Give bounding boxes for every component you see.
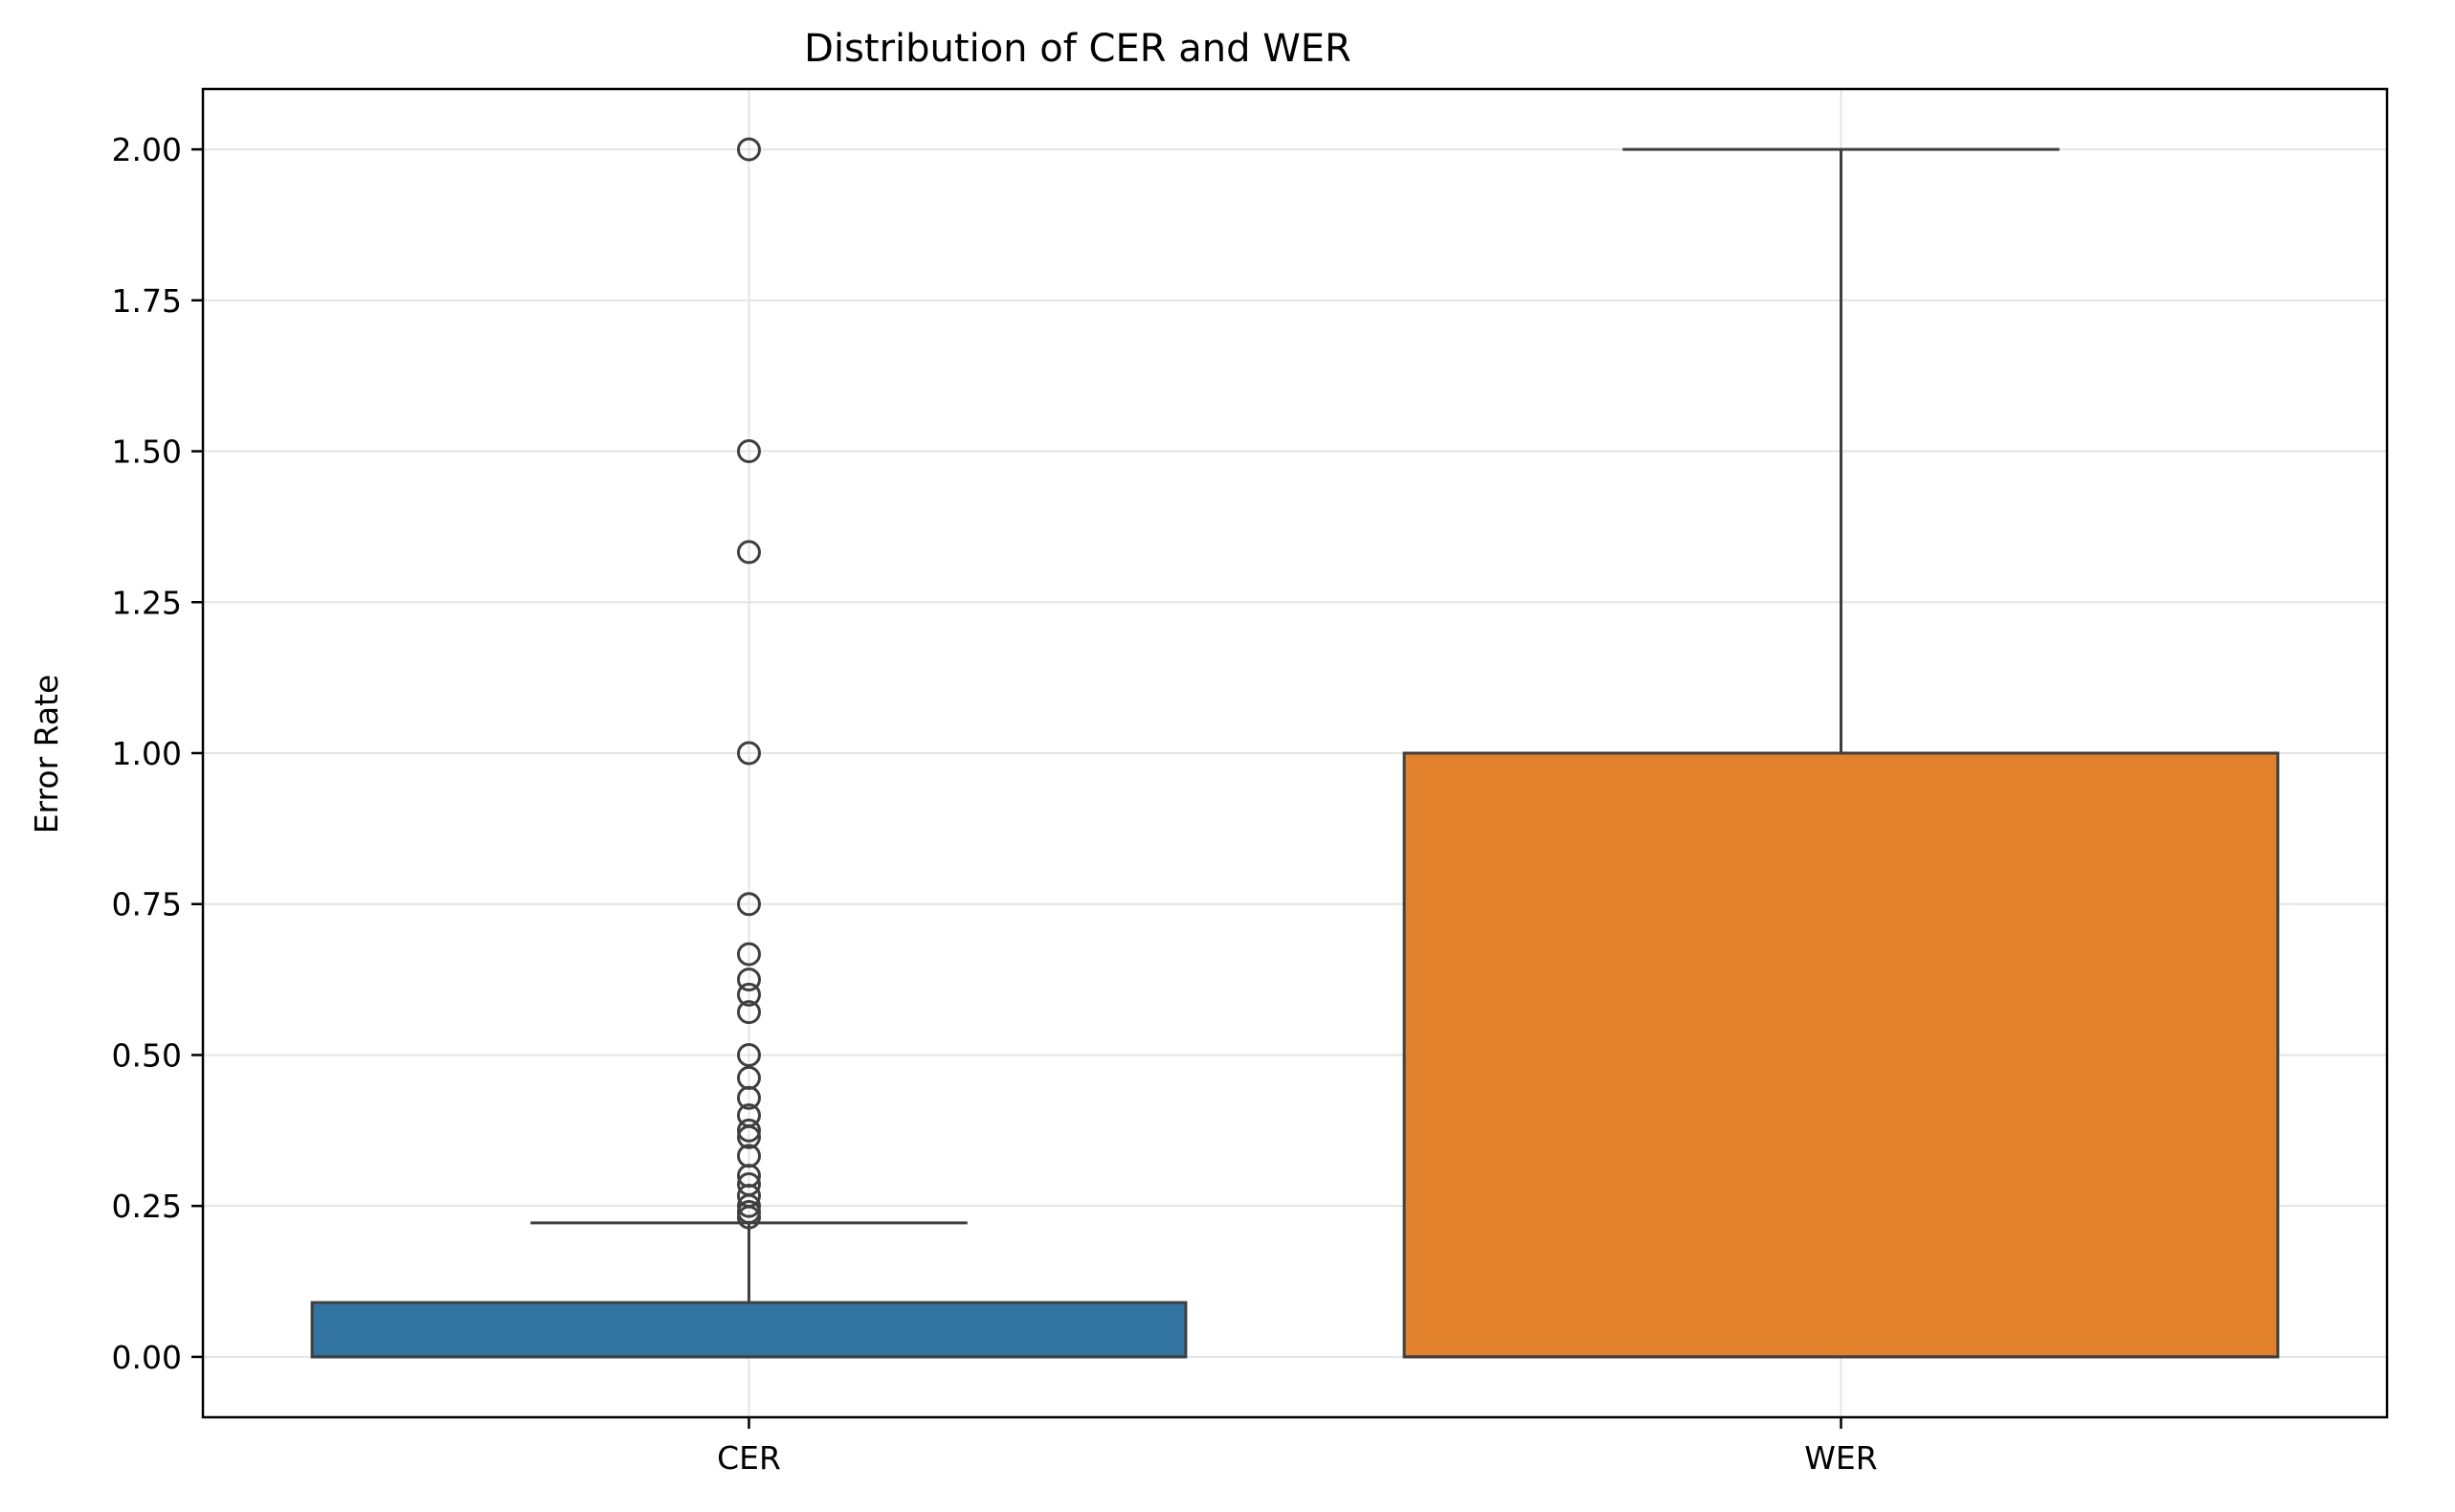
- outlier-point: [737, 1199, 761, 1224]
- outlier-point: [737, 1042, 761, 1067]
- outlier-point: [737, 439, 761, 464]
- y-tick-label: 1.75: [112, 282, 182, 320]
- y-tick-label: 0.75: [112, 886, 182, 923]
- outlier-point: [737, 967, 761, 992]
- box-cer: [310, 137, 1188, 1359]
- box-body: [310, 1301, 1188, 1359]
- box-wer: [1402, 147, 2280, 1359]
- y-tick-label: 0.25: [112, 1188, 182, 1225]
- y-tick-label: 1.25: [112, 584, 182, 621]
- outlier-point: [737, 942, 761, 967]
- boxes: [310, 137, 2280, 1359]
- outlier-point: [737, 1000, 761, 1025]
- outlier-point: [737, 1065, 761, 1090]
- x-tick-label: CER: [717, 1439, 781, 1477]
- y-tick-label: 2.00: [112, 131, 182, 168]
- plot-frame: [201, 87, 2389, 1419]
- y-tick-label: 1.00: [112, 735, 182, 772]
- outlier-point: [737, 892, 761, 917]
- outlier-point: [737, 137, 761, 162]
- outlier-point: [737, 1144, 761, 1168]
- x-tick-label: WER: [1804, 1439, 1877, 1477]
- box-body: [1402, 751, 2280, 1359]
- outlier-point: [737, 982, 761, 1007]
- outlier-point: [737, 741, 761, 766]
- y-tick-label: 1.50: [112, 434, 182, 471]
- y-axis-label: Error Rate: [28, 675, 65, 834]
- y-tick-label: 0.50: [112, 1036, 182, 1074]
- axis-ticks: 0.00 0.25 0.50 0.75 1.00 1.25 1.50 1.75 2.00 CER W…: [112, 131, 1878, 1477]
- chart-title: Distribution of CER and WER: [804, 27, 1351, 71]
- y-tick-label: 0.00: [112, 1339, 182, 1376]
- outlier-point: [737, 1171, 761, 1196]
- outlier-point: [737, 1103, 761, 1128]
- outlier-point: [737, 1118, 761, 1143]
- outlier-point: [737, 540, 761, 565]
